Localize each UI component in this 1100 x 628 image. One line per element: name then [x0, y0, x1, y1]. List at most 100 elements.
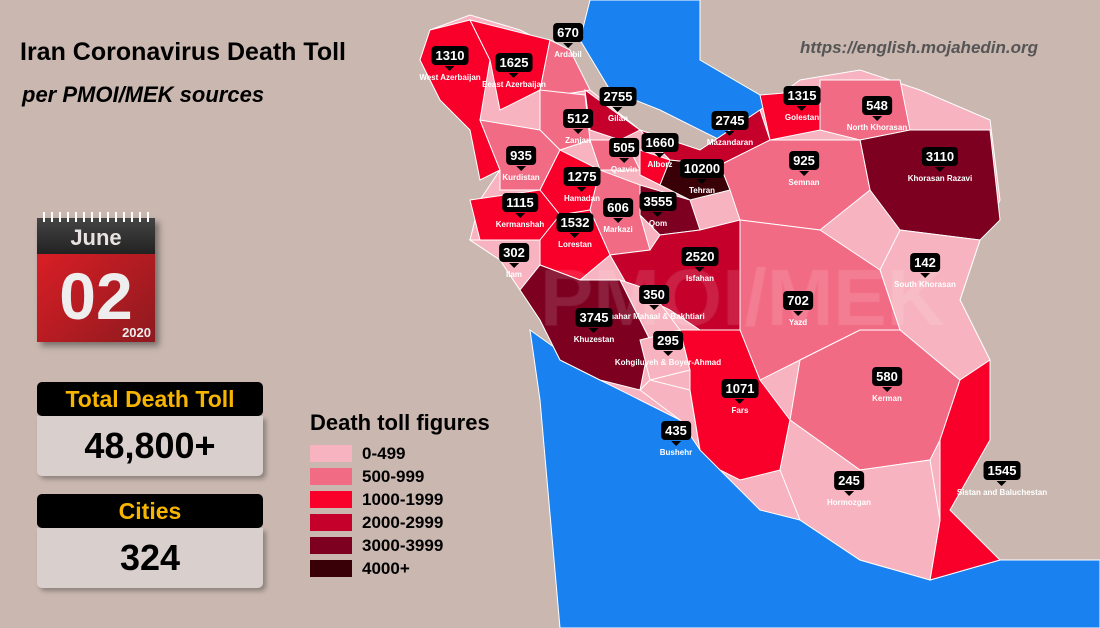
cities-box: Cities 324 — [37, 494, 263, 588]
legend-swatch — [310, 537, 352, 554]
death-toll-value: 2520 — [681, 247, 719, 272]
province-name: Hormozgan — [826, 498, 871, 507]
province-marker: 1532 Lorestan — [556, 213, 594, 249]
total-value: 48,800+ — [37, 416, 263, 476]
death-toll-value: 1660 — [641, 133, 679, 158]
province-marker: 1275 Hamadan — [563, 167, 601, 203]
province-marker: 925 Semnan — [788, 151, 820, 187]
legend-label: 4000+ — [362, 558, 410, 578]
province-marker: 350 Chahar Mahaal & Bakhtiari — [603, 285, 705, 321]
province-name: Hamadan — [563, 194, 600, 203]
province-marker: 580 Kerman — [872, 367, 902, 403]
province-name: Mazandaran — [706, 138, 754, 147]
province-marker: 2520 Isfahan — [681, 247, 719, 283]
death-toll-value: 1115 — [502, 193, 538, 218]
province-name: Bushehr — [659, 448, 693, 457]
province-marker: 505 Qazvin — [609, 138, 639, 174]
province-name: Khorasan Razavi — [907, 174, 973, 183]
province-marker: 1660 Alborz — [641, 133, 679, 169]
province-marker: 302 Ilam — [499, 243, 529, 279]
province-marker: 2755 Gilan — [599, 87, 637, 123]
calendar-icon: June 02 2020 — [37, 212, 155, 342]
legend-swatch — [310, 468, 352, 485]
death-toll-value: 702 — [783, 291, 813, 316]
province-marker: 1071 Fars — [721, 379, 759, 415]
cities-value: 324 — [37, 528, 263, 588]
death-toll-value: 925 — [789, 151, 819, 176]
legend-label: 1000-1999 — [362, 489, 444, 509]
death-toll-value: 1625 — [495, 53, 533, 78]
province-marker: 1115 Kermanshah — [496, 193, 544, 229]
province-name: Fars — [731, 406, 749, 415]
death-toll-value: 1275 — [563, 167, 601, 192]
website-link: https://english.mojahedin.org — [800, 38, 1038, 57]
province-name: Alborz — [647, 160, 673, 169]
province-marker: 3555 Qom — [639, 192, 677, 228]
cities-label: Cities — [37, 494, 263, 528]
death-toll-value: 10200 — [679, 159, 725, 184]
calendar-day: 02 — [59, 259, 133, 333]
legend-label: 3000-3999 — [362, 535, 444, 555]
province-marker: 3110 Khorasan Razavi — [908, 147, 972, 183]
province-name: Khuzestan — [573, 335, 615, 344]
province-name: Kerman — [872, 394, 902, 403]
legend-swatch — [310, 514, 352, 531]
province-marker: 512 Zanjan — [563, 109, 593, 145]
death-toll-value: 1315 — [783, 86, 821, 111]
province-name: Semnan — [788, 178, 820, 187]
legend-item: 2000-2999 — [310, 511, 490, 534]
province-marker: 548 North Khorasan — [847, 96, 907, 132]
province-marker: 606 Markazi — [603, 198, 633, 234]
death-toll-value: 606 — [603, 198, 633, 223]
province-name: Sistan and Baluchestan — [956, 488, 1048, 497]
death-toll-value: 1071 — [721, 379, 759, 404]
death-toll-value: 302 — [499, 243, 529, 268]
province-name: West Azerbaijan — [419, 73, 481, 82]
province-name: Markazi — [603, 225, 633, 234]
death-toll-value: 295 — [653, 331, 683, 356]
province-marker: 10200 Tehran — [679, 159, 725, 195]
death-toll-value: 935 — [506, 146, 536, 171]
legend-label: 500-999 — [362, 466, 425, 486]
page-subtitle: per PMOI/MEK sources — [22, 82, 265, 107]
province-name: South Khorasan — [894, 280, 956, 289]
calendar-month: June — [37, 218, 155, 254]
province-name: Qazvin — [610, 165, 638, 174]
death-toll-value: 548 — [862, 96, 892, 121]
legend-title: Death toll figures — [310, 410, 490, 435]
province-name: Ilam — [505, 270, 522, 279]
legend-item: 3000-3999 — [310, 534, 490, 557]
province-marker: 295 Kohgiluyeh & Boyer-Ahmad — [615, 331, 721, 367]
province-name: Kohgiluyeh & Boyer-Ahmad — [614, 358, 722, 367]
death-toll-value: 142 — [910, 253, 940, 278]
death-toll-value: 3110 — [921, 147, 959, 172]
province-marker: 2745 Mazandaran — [707, 111, 753, 147]
total-label: Total Death Toll — [37, 382, 263, 416]
province-marker: 702 Yazd — [783, 291, 813, 327]
province-marker: 1625 Eeast Azerbaijan — [482, 53, 546, 89]
death-toll-value: 1532 — [556, 213, 594, 238]
legend-item: 4000+ — [310, 557, 490, 580]
province-name: North Khorasan — [846, 123, 908, 132]
province-name: Chahar Mahaal & Bakhtiari — [603, 312, 705, 321]
death-toll-value: 2745 — [711, 111, 749, 136]
province-marker: 670 Ardabil — [553, 23, 583, 59]
province-name: Kurdistan — [502, 173, 540, 182]
province-marker: 435 Bushehr — [660, 421, 692, 457]
legend-swatch — [310, 445, 352, 462]
death-toll-value: 3745 — [575, 308, 613, 333]
province-marker: 3745 Khuzestan — [574, 308, 614, 344]
death-toll-value: 1310 — [431, 46, 469, 71]
legend-item: 500-999 — [310, 465, 490, 488]
province-name: Eeast Azerbaijan — [482, 80, 546, 89]
legend-label: 0-499 — [362, 443, 406, 463]
province-marker: 1310 West Azerbaijan — [419, 46, 481, 82]
death-toll-value: 2755 — [599, 87, 637, 112]
legend-item: 0-499 — [310, 442, 490, 465]
province-name: Gilan — [607, 114, 628, 123]
death-toll-value: 350 — [639, 285, 669, 310]
legend-label: 2000-2999 — [362, 512, 444, 532]
province-marker: 245 Hormozgan — [827, 471, 871, 507]
death-toll-value: 512 — [563, 109, 593, 134]
province-marker: 1545 Sistan and Baluchestan — [957, 461, 1047, 497]
